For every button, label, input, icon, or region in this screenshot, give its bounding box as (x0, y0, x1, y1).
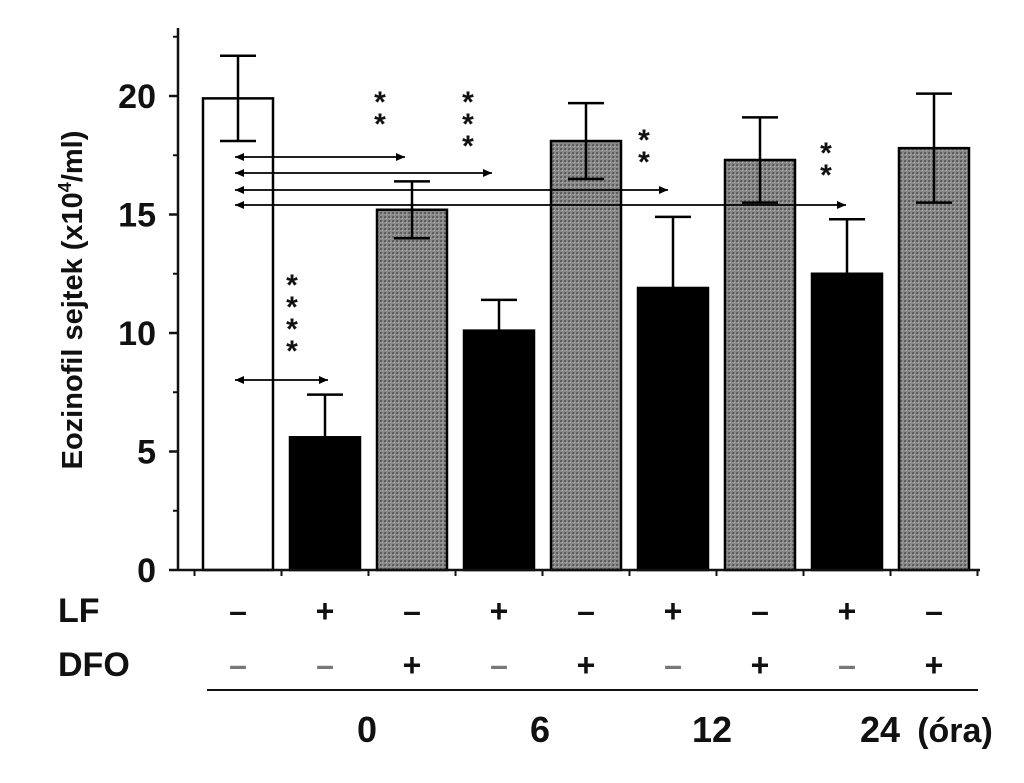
time-label: 0 (357, 709, 377, 750)
significance-annotations: * * * ** ** * * * * * * (235, 86, 846, 384)
lf-sign: + (838, 593, 857, 629)
time-label: 24 (860, 709, 900, 750)
y-tick-label: 10 (118, 315, 156, 353)
dfo-sign: – (490, 647, 508, 683)
significance-stars: * * (820, 137, 832, 192)
arrow-head-right (837, 201, 846, 209)
arrow-head-left (235, 169, 244, 177)
arrow-head-left (235, 376, 244, 384)
error-bars (220, 54, 952, 438)
bar (897, 146, 971, 572)
lf-sign: + (316, 593, 335, 629)
bar (462, 329, 536, 572)
x-axis (178, 568, 980, 576)
y-tick-label: 5 (137, 434, 156, 472)
lf-row-label: LF (58, 592, 100, 630)
dfo-row-label: DFO (58, 646, 130, 684)
bar (288, 436, 362, 572)
dfo-sign: + (751, 647, 770, 683)
dfo-sign: – (838, 647, 856, 683)
significance-stars: * * (638, 124, 650, 179)
dfo-sign: – (316, 647, 334, 683)
significance-stars: * * * (462, 86, 474, 163)
bar (201, 97, 275, 572)
svg-text:Eozinofil sejtek (x104/ml): Eozinofil sejtek (x104/ml) (55, 131, 89, 470)
y-tick-label: 20 (118, 78, 156, 116)
arrow-head-right (396, 153, 405, 161)
arrow-head-right (483, 169, 492, 177)
bar (636, 286, 710, 572)
y-tick-label: 15 (118, 197, 156, 235)
lf-sign: + (490, 593, 509, 629)
lf-sign: + (664, 593, 683, 629)
y-axis-label-unit: /ml) (57, 131, 89, 183)
dfo-sign: + (403, 647, 422, 683)
dfo-sign: – (229, 647, 247, 683)
dfo-sign: + (925, 647, 944, 683)
lf-sign: – (229, 593, 247, 629)
bar (549, 139, 623, 572)
bar (375, 208, 449, 572)
bar (723, 158, 797, 572)
y-axis-label-main: Eozinofil sejtek (x10 (57, 192, 89, 469)
y-axis: 0 5 10 15 20 (118, 28, 180, 590)
significance-stars: * * (374, 86, 386, 141)
bars (201, 97, 971, 572)
time-label: 12 (692, 709, 732, 750)
dfo-sign: + (577, 647, 596, 683)
lf-sign: – (751, 593, 769, 629)
y-tick-label: 0 (137, 552, 156, 590)
arrow-head-left (235, 153, 244, 161)
time-label: 6 (530, 709, 550, 750)
bar (810, 272, 884, 572)
time-unit-label: (óra) (917, 712, 993, 750)
y-axis-label: Eozinofil sejtek (x104/ml) (55, 131, 89, 470)
arrow-head-left (235, 201, 244, 209)
treatment-rows: LF DFO – – + – – + + – – + + – – + + – – +0 6 12 24 (óra) (58, 592, 993, 750)
lf-sign: – (577, 593, 595, 629)
arrow-head-left (235, 186, 244, 194)
lf-sign: – (925, 593, 943, 629)
y-axis-label-exponent: 4 (55, 182, 75, 192)
arrow-head-right (659, 186, 668, 194)
arrow-head-right (319, 376, 328, 384)
significance-stars: * * * * (286, 269, 298, 368)
dfo-sign: – (664, 647, 682, 683)
lf-sign: – (403, 593, 421, 629)
